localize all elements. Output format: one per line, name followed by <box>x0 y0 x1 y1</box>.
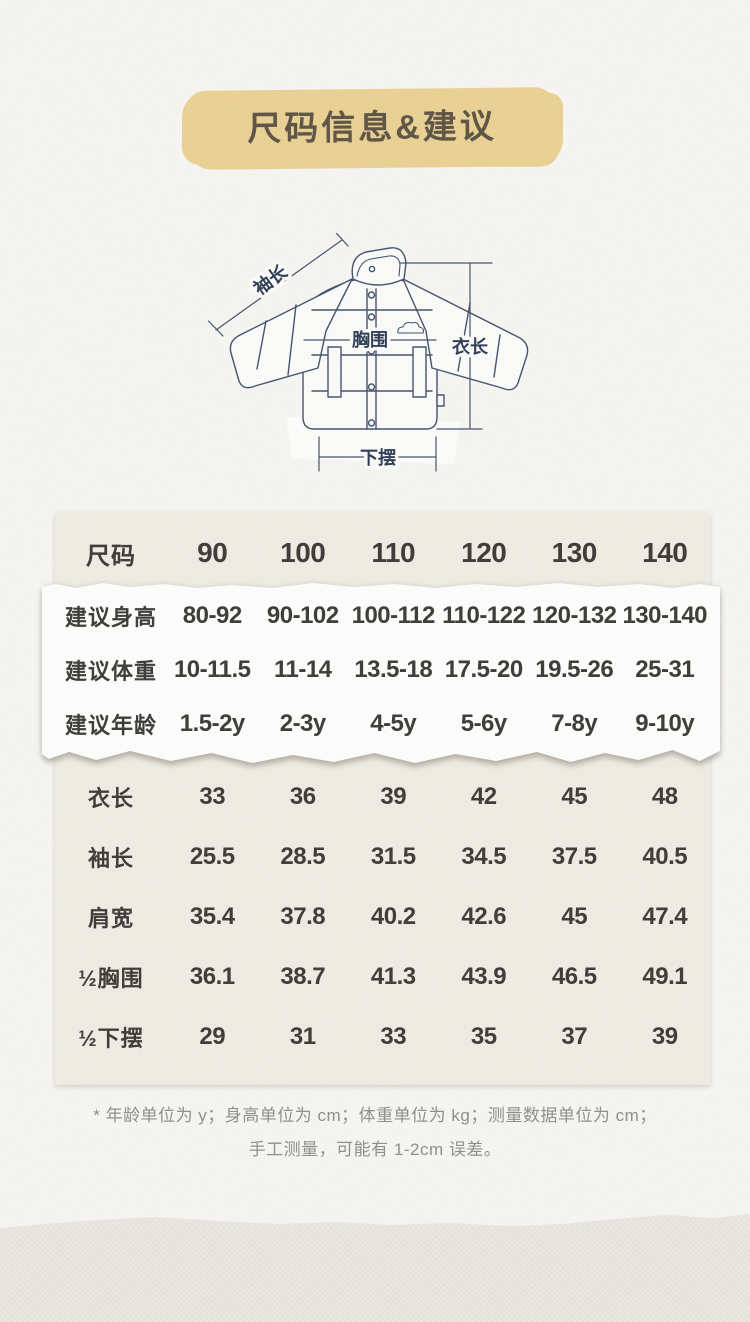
cell-value: 36.1 <box>189 963 235 990</box>
page-title: 尺码信息&建议 <box>247 107 497 149</box>
cell-value: 47.4 <box>642 903 688 930</box>
cell-value: 110 <box>371 537 416 568</box>
cell-value: 7-8y <box>551 710 598 737</box>
cell-value: 39 <box>651 1023 678 1050</box>
cell-value: 130 <box>551 537 598 568</box>
cell-value: 19.5-26 <box>535 656 614 683</box>
measurement-row: ½胸围 36.1 38.7 41.3 43.9 46.5 49.1 <box>55 947 710 1007</box>
size-header-row: 尺码 90 100 110 120 130 140 <box>55 512 710 584</box>
cell-value: 35.4 <box>189 903 235 930</box>
suggestion-row: 建议体重 10-11.5 11-14 13.5-18 17.5-20 19.5-26 25-… <box>55 643 710 697</box>
row-label: 衣长 <box>87 786 134 811</box>
cell-value: 35 <box>470 1023 497 1050</box>
row-label: 建议年龄 <box>64 713 157 738</box>
cell-value: 49.1 <box>642 963 688 990</box>
size-table-panel: 尺码 90 100 110 120 130 140 建议身高 80-92 90-102 100-1… <box>55 512 710 1085</box>
suggestion-rows-group: 建议身高 80-92 90-102 100-112 110-122 120-132 130-… <box>42 581 720 769</box>
cell-value: 46.5 <box>551 963 597 990</box>
cell-value: 45 <box>561 783 588 810</box>
size-table-header: 尺码 90 100 110 120 130 140 <box>55 512 710 584</box>
cell-value: 10-11.5 <box>173 656 251 683</box>
cell-value: 28.5 <box>280 843 326 870</box>
measurement-row: 肩宽 35.4 37.8 40.2 42.6 45 47.4 <box>55 887 710 947</box>
cell-value: 36 <box>289 783 316 810</box>
garment-length-label: 衣长 <box>452 336 489 357</box>
cell-value: 41.3 <box>370 963 416 990</box>
cell-value: 120-132 <box>531 602 617 629</box>
cell-value: 110-122 <box>442 602 526 629</box>
cell-value: 42.6 <box>461 903 507 930</box>
torn-paper-strip: 建议身高 80-92 90-102 100-112 110-122 120-132 130-… <box>42 581 720 769</box>
cell-value: 100 <box>280 537 326 568</box>
cell-value: 90 <box>197 537 228 568</box>
cell-value: 25.5 <box>189 843 235 870</box>
cell-value: 43.9 <box>461 963 507 990</box>
cell-value: 80-92 <box>182 602 242 629</box>
cell-value: 31.5 <box>370 843 416 870</box>
cell-value: 39 <box>380 783 407 810</box>
row-label: ½下摆 <box>78 1026 144 1051</box>
cell-value: 31 <box>289 1023 316 1050</box>
cell-value: 38.7 <box>280 963 326 990</box>
cell-value: 9-10y <box>635 710 695 737</box>
cell-value: 45 <box>561 903 588 930</box>
cell-value: 48 <box>651 783 678 810</box>
cell-value: 17.5-20 <box>444 656 523 683</box>
measurement-rows-group: 衣长 33 36 39 42 45 48 袖长 25.5 28.5 31.5 34.5 37.5 40.5… <box>55 767 710 1067</box>
suggestion-row: 建议身高 80-92 90-102 100-112 110-122 120-132 130-… <box>55 589 710 643</box>
cell-value: 40.2 <box>370 903 416 930</box>
cell-value: 33 <box>380 1023 407 1050</box>
cell-value: 140 <box>642 537 688 568</box>
chest-label: 胸围 <box>352 329 388 350</box>
cell-value: 37 <box>561 1023 588 1050</box>
jacket-line-art: 袖长 胸围 衣长 下摆 <box>207 233 529 472</box>
cell-value: 40.5 <box>642 843 688 870</box>
cell-value: 11-14 <box>273 656 332 683</box>
cell-value: 1.5-2y <box>179 710 245 737</box>
suggestion-row: 建议年龄 1.5-2y 2-3y 4-5y 5-6y 7-8y 9-10y <box>55 697 710 751</box>
cell-value: 29 <box>199 1023 226 1050</box>
cell-value: 5-6y <box>460 710 507 737</box>
row-label: 肩宽 <box>87 906 134 931</box>
cell-value: 42 <box>470 783 497 810</box>
cell-value: 33 <box>199 783 226 810</box>
cell-value: 13.5-18 <box>354 656 433 683</box>
cell-value: 34.5 <box>461 843 507 870</box>
measurement-row: 衣长 33 36 39 42 45 48 <box>55 767 710 827</box>
garment-measurement-diagram: 袖长 胸围 衣长 下摆 <box>200 233 550 488</box>
footnote-line-1: * 年龄单位为 y；身高单位为 cm；体重单位为 kg；测量数据单位为 cm； <box>93 1106 657 1125</box>
cell-value: 2-3y <box>279 710 326 737</box>
measurement-row: 袖长 25.5 28.5 31.5 34.5 37.5 40.5 <box>55 827 710 887</box>
row-label: 建议身高 <box>64 605 157 630</box>
page-title-badge: 尺码信息&建议 <box>185 87 559 170</box>
cell-value: 120 <box>461 537 507 568</box>
measurement-row: ½下摆 29 31 33 35 37 39 <box>55 1007 710 1067</box>
cell-value: 130-140 <box>622 602 708 629</box>
row-label: ½胸围 <box>78 966 144 991</box>
cell-value: 37.5 <box>551 843 597 870</box>
hem-label: 下摆 <box>360 447 396 468</box>
cell-value: 90-102 <box>266 602 339 629</box>
torn-paper-bottom-band <box>0 1214 750 1322</box>
row-label: 建议体重 <box>64 659 157 684</box>
cell-value: 4-5y <box>370 710 417 737</box>
row-label: 袖长 <box>87 846 134 871</box>
footnote-line-2: 手工测量，可能有 1-2cm 误差。 <box>248 1140 502 1159</box>
row-label: 尺码 <box>86 542 136 570</box>
cell-value: 37.8 <box>280 903 326 930</box>
sleeve-length-label: 袖长 <box>249 260 291 299</box>
cell-value: 25-31 <box>635 656 695 683</box>
cell-value: 100-112 <box>351 602 435 629</box>
footnote: * 年龄单位为 y；身高单位为 cm；体重单位为 kg；测量数据单位为 cm； … <box>0 1099 750 1167</box>
